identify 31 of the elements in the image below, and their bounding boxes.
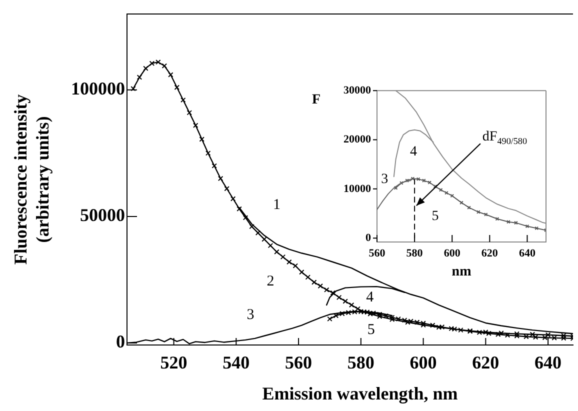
- x-tick-label: 620: [472, 352, 500, 372]
- series-label: 5: [432, 209, 439, 224]
- series-label: 5: [367, 322, 375, 338]
- y-axis-title: F: [312, 92, 321, 108]
- x-tick-label: 540: [222, 352, 250, 372]
- x-tick-label: 600: [410, 352, 437, 372]
- x-tick-label: 640: [534, 352, 562, 372]
- x-tick-label: 640: [518, 247, 536, 260]
- y-tick-label: 50000: [80, 205, 125, 226]
- series-label: 4: [366, 290, 374, 306]
- x-tick-label: 600: [444, 247, 461, 260]
- x-tick-label: 560: [285, 352, 312, 372]
- y-tick-label: 100000: [71, 78, 125, 99]
- x-axis-title: nm: [452, 264, 472, 280]
- y-axis-title: Fluorescence intensity (arbitrary units): [10, 94, 53, 265]
- series-label: 3: [381, 172, 388, 187]
- series-label: 3: [246, 306, 254, 323]
- series-label: 1: [272, 197, 280, 214]
- x-tick-label: 520: [160, 352, 188, 372]
- y-tick-label: 10000: [344, 182, 372, 195]
- y-tick-label: 30000: [344, 84, 372, 96]
- x-tick-label: 560: [368, 247, 386, 260]
- x-axis-title: Emission wavelength, nm: [262, 384, 458, 404]
- series-label: 4: [410, 144, 418, 160]
- y-tick-label: 0: [366, 232, 372, 244]
- y-tick-label: 20000: [344, 134, 372, 146]
- series-label: 2: [266, 273, 274, 290]
- y-tick-label: 0: [116, 332, 125, 352]
- x-tick-label: 580: [406, 247, 424, 260]
- x-tick-label: 620: [481, 247, 498, 260]
- x-tick-label: 580: [347, 352, 374, 372]
